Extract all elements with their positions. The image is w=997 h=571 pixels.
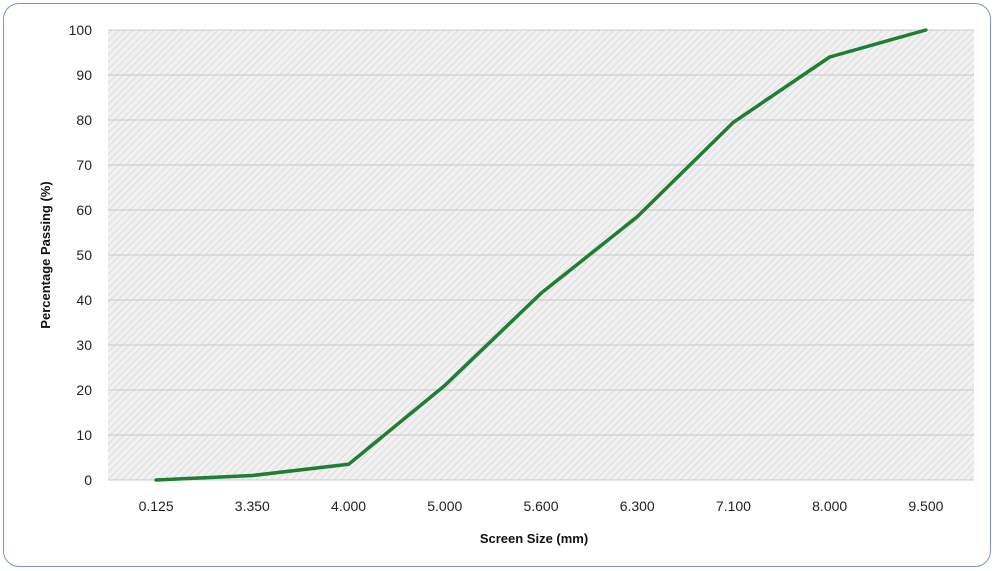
y-axis-ticks: 0 10 20 30 40 50 60 70 80 90 100 xyxy=(69,22,93,488)
y-tick-label: 70 xyxy=(76,157,92,173)
x-axis-ticks: 0.125 3.350 4.000 5.000 5.600 6.300 7.100 8.000… xyxy=(139,498,944,514)
x-tick-label: 6.300 xyxy=(620,498,655,514)
x-tick-label: 5.000 xyxy=(427,498,462,514)
x-tick-label: 8.000 xyxy=(812,498,847,514)
x-tick-label: 9.500 xyxy=(908,498,943,514)
y-tick-label: 30 xyxy=(76,337,92,353)
y-tick-label: 10 xyxy=(76,427,92,443)
y-tick-label: 0 xyxy=(84,472,92,488)
series-line-0 xyxy=(154,28,928,482)
y-tick-label: 50 xyxy=(76,247,92,263)
y-tick-label: 80 xyxy=(76,112,92,128)
y-tick-label: 20 xyxy=(76,382,92,398)
y-axis-title: Percentage Passing (%) xyxy=(38,181,53,328)
y-tick-label: 40 xyxy=(76,292,92,308)
x-tick-label: 0.125 xyxy=(139,498,174,514)
y-tick-label: 90 xyxy=(76,67,92,83)
x-tick-label: 7.100 xyxy=(716,498,751,514)
y-tick-label: 60 xyxy=(76,202,92,218)
y-tick-label: 100 xyxy=(69,22,93,38)
x-axis-title: Screen Size (mm) xyxy=(480,531,588,546)
x-tick-label: 5.600 xyxy=(523,498,558,514)
series-layer xyxy=(154,28,928,482)
x-tick-label: 3.350 xyxy=(235,498,270,514)
x-tick-label: 4.000 xyxy=(331,498,366,514)
gridlines xyxy=(108,29,974,481)
